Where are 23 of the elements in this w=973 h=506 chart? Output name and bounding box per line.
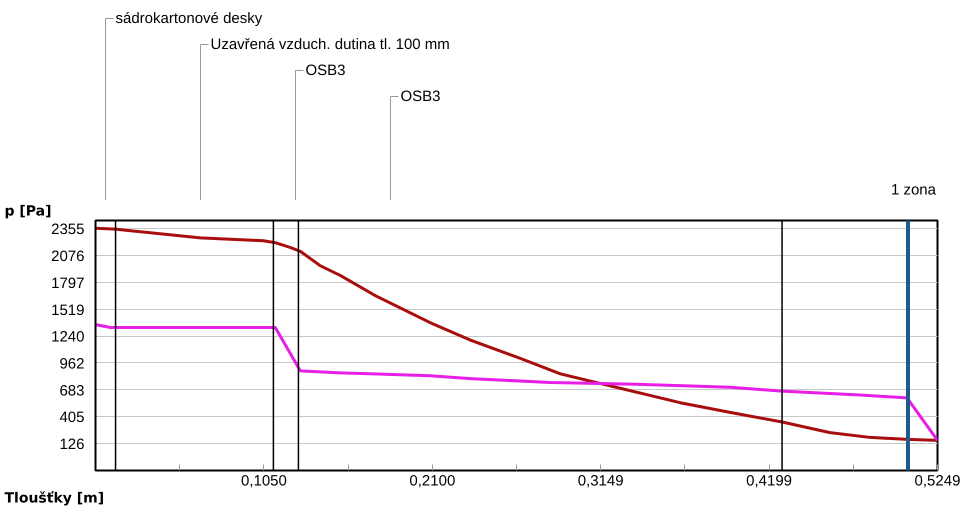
y-tick-label: 126 [59,436,85,454]
y-tick-label: 962 [59,356,85,372]
text: OSB3 [400,88,441,105]
x-axis-title: Tloušťky [m] [4,490,104,506]
y-tick-label: 2076 [51,248,85,266]
y-tick-label: 2355 [51,221,85,238]
x-tick-label: 0,1050 [240,472,287,490]
y-tick-label: 1797 [51,274,85,292]
text: OSB3 [306,62,346,79]
x-tick-label: 0,5249 [914,472,960,490]
text: Uzavřená vzduch. dutina tl. 100 mm [210,36,450,53]
y-tick-label: 683 [59,382,85,400]
y-tick-label: 405 [59,409,85,426]
line-series [96,226,938,442]
x-tick-label: 0,4199 [746,472,792,490]
x-tick-label: 0,2100 [409,472,456,490]
ref-line-label: 1 zona [890,182,937,198]
x-tick-label: 0,3149 [578,472,624,490]
line-series [96,323,938,442]
y-axis-title: p [Pa] [4,204,52,220]
y-tick-label: 1519 [51,302,85,319]
y-tick-label: 1240 [51,328,85,346]
text: sádrokartonové desky [116,10,263,27]
